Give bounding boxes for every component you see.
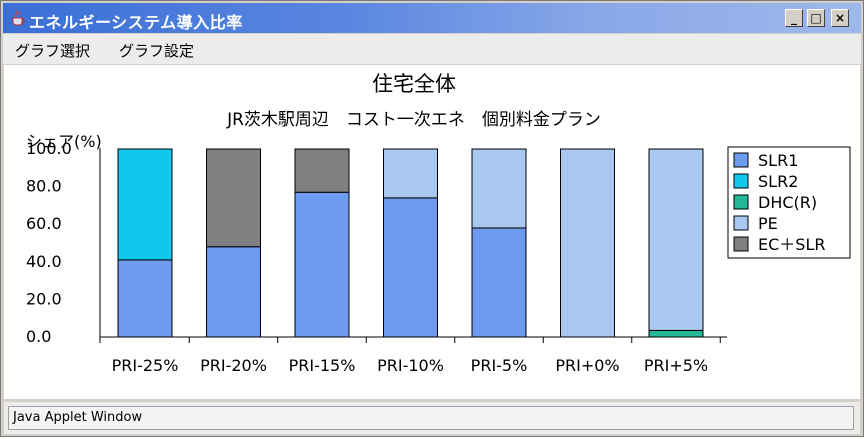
y-axis-label: シェア(%) <box>26 132 102 151</box>
y-tick-label: 40.0 <box>26 252 62 271</box>
close-button[interactable]: × <box>831 9 849 27</box>
legend-label: DHC(R) <box>758 193 817 212</box>
chart-subtitle: JR茨木駅周辺 コスト一次エネ 個別料金プラン <box>226 110 601 130</box>
bar-segment <box>294 191 350 338</box>
stacked-bar-chart: 住宅全体 JR茨木駅周辺 コスト一次エネ 個別料金プラン シェア(%) 0.0 2… <box>26 72 851 375</box>
legend-label: SLR2 <box>758 172 798 191</box>
x-tick-label: PRI-25% <box>112 356 179 375</box>
legend-swatch <box>733 152 749 168</box>
x-tick-label: PRI+5% <box>644 356 708 375</box>
x-tick-label: PRI-10% <box>377 356 444 375</box>
window-title: エネルギーシステム導入比率 <box>29 13 243 32</box>
legend-swatch <box>733 215 749 231</box>
bar-segment <box>648 329 704 338</box>
x-tick-label: PRI+0% <box>555 356 619 375</box>
bar-segment <box>117 259 173 338</box>
legend-swatch <box>733 173 749 189</box>
y-tick-label: 80.0 <box>26 177 62 196</box>
bar-segment <box>383 197 438 338</box>
legend-label: EC＋SLR <box>758 235 825 254</box>
y-tick-label: 100.0 <box>26 139 72 158</box>
legend-swatch <box>733 236 749 252</box>
y-tick-label: 0.0 <box>26 327 51 346</box>
x-tick-label: PRI-5% <box>471 356 528 375</box>
legend-swatch <box>733 194 749 210</box>
x-axis-ticks: PRI-25% PRI-20% PRI-15% PRI-10% PRI-5% PRI+0%… <box>99 337 721 375</box>
bar-segment <box>648 148 704 331</box>
minimize-button[interactable]: _ <box>785 9 803 27</box>
y-axis-ticks: 0.0 20.0 40.0 60.0 80.0 100.0 <box>26 139 72 346</box>
title-bar[interactable]: エネルギーシステム導入比率 _ □ × <box>3 3 861 33</box>
x-tick-label: PRI-20% <box>200 356 267 375</box>
legend-label: PE <box>758 214 778 233</box>
menu-graph-settings[interactable]: グラフ設定 <box>119 42 195 60</box>
bar-segment <box>560 148 615 338</box>
bar-segment <box>471 227 527 338</box>
status-text: Java Applet Window <box>8 406 854 430</box>
chart-area: 住宅全体 JR茨木駅周辺 コスト一次エネ 個別料金プラン シェア(%) 0.0 2… <box>4 65 860 399</box>
bar-segment <box>294 148 350 193</box>
x-tick-label: PRI-15% <box>289 356 356 375</box>
bar-segment <box>117 148 173 261</box>
bar-segment <box>471 148 527 229</box>
bar-segment <box>206 246 261 338</box>
bar-segment <box>206 148 261 248</box>
bar-segment <box>383 148 438 199</box>
bars <box>117 148 704 338</box>
y-tick-label: 60.0 <box>26 214 62 233</box>
menu-bar: グラフ選択 グラフ設定 <box>3 34 861 64</box>
legend-label: SLR1 <box>758 151 798 170</box>
chart-title: 住宅全体 <box>372 72 456 96</box>
legend: SLR1 SLR2 DHC(R) PE EC＋SLR <box>727 146 851 259</box>
java-cup-icon <box>12 10 25 26</box>
menu-graph-select[interactable]: グラフ選択 <box>15 42 91 60</box>
status-bar: Java Applet Window <box>4 402 860 434</box>
y-tick-label: 20.0 <box>26 289 62 308</box>
maximize-button[interactable]: □ <box>807 9 825 27</box>
